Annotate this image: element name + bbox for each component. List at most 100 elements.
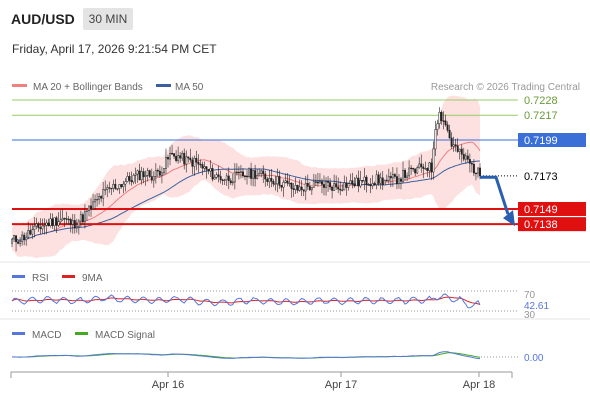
candle-body [67,218,70,221]
level-label-pivot: 0.7199 [524,135,558,147]
level-box-support-1 [518,201,586,216]
candle-body [173,153,176,157]
candle-body [134,173,137,176]
bollinger-band [12,95,480,259]
macd-line [11,351,481,360]
ma50-line [11,160,481,241]
candle-body [235,171,238,174]
ma50-legend-label: MA 50 [175,82,204,93]
price-levels: 0.7228 0.7217 0.7199 0.7173 0.7149 0.7138 [12,95,586,232]
price-panel: 0.7228 0.7217 0.7199 0.7173 0.7149 0.7138 [11,95,586,259]
copyright-notice: Research © 2026 Trading Central [431,82,580,93]
candle-body [61,217,64,221]
candle-body [193,157,196,167]
time-axis-ticks: Apr 16 Apr 17 Apr 18 [152,372,495,391]
candle-body [233,171,236,183]
candle-body [29,230,32,235]
candle-body [318,181,321,184]
candle-body [239,171,242,173]
level-box-support-2 [518,217,586,232]
candle-body [343,182,346,191]
candle-body [474,172,477,175]
candle-body [19,241,22,244]
candle-body [477,167,479,174]
candle-body [393,174,396,177]
chart-header: AUD/USD 30 MIN Friday, April 17, 2026 9:… [11,8,217,56]
candle-body [199,163,202,166]
candle-body [353,184,356,187]
candle-body [217,174,220,177]
x-tick-label: Apr 17 [325,379,357,391]
candle-body [96,199,99,201]
candle-body [302,189,305,192]
candle-body [13,235,15,240]
candle-body [456,145,459,152]
rsi-panel: RSI 9MA 70 42.61 30 [11,273,549,321]
candle-body [270,178,273,182]
candle-body [33,225,36,230]
candle-body [35,223,38,227]
candle-body [158,170,161,176]
candle-body [470,163,473,165]
candle-body [385,179,388,182]
candle-body [331,186,334,191]
candle-body [171,152,174,155]
candle-body [325,181,327,188]
candle-body [55,217,58,226]
candle-body [363,176,366,182]
candle-body [181,152,184,159]
macd-signal-legend-swatch [75,332,88,335]
candle-body [408,167,411,177]
candle-body [179,155,182,159]
symbol-title: AUD/USD [11,11,75,27]
candle-body [424,168,427,170]
candle-body [460,148,463,155]
candle-body [347,183,350,188]
candle-body [454,144,457,147]
candle-body [242,171,244,177]
candle-body [65,218,68,220]
candle-body [100,196,103,199]
candle-body [244,175,246,177]
candle-body [430,162,433,173]
candle-body [207,169,210,172]
candle-body [197,161,200,165]
candle-body [25,236,28,241]
candle-body [225,175,228,181]
candle-body [51,218,54,226]
candle-body [406,175,409,178]
candle-body [274,183,277,185]
candle-body [387,176,390,181]
candle-body [404,170,406,178]
rsi-ma-legend-swatch [62,275,75,278]
macd-legend-swatch [12,332,25,335]
candle-body [438,111,441,124]
candle-body [132,174,135,183]
candle-body [49,218,52,226]
candle-body [140,171,143,181]
candle-body [124,181,127,185]
candle-body [252,170,255,179]
candle-body [462,154,465,160]
candle-body [39,227,42,230]
ma20-legend-swatch [12,84,27,87]
candle-body [391,174,394,179]
candle-body [130,180,133,183]
candle-body [314,181,317,183]
candle-body [268,178,271,182]
candle-body [53,217,56,226]
candle-body [272,181,275,185]
candle-body [160,172,163,176]
macd-legend-label: MACD [32,330,61,341]
candle-body [410,167,413,170]
candle-body [414,168,417,174]
candle-body [316,181,319,184]
candle-body [221,179,224,182]
candle-body [146,170,149,176]
candle-body [351,180,354,185]
candle-body [187,156,190,159]
candle-body [112,183,115,189]
candle-body [282,181,285,188]
candle-body [71,220,74,225]
candle-body [458,148,461,152]
